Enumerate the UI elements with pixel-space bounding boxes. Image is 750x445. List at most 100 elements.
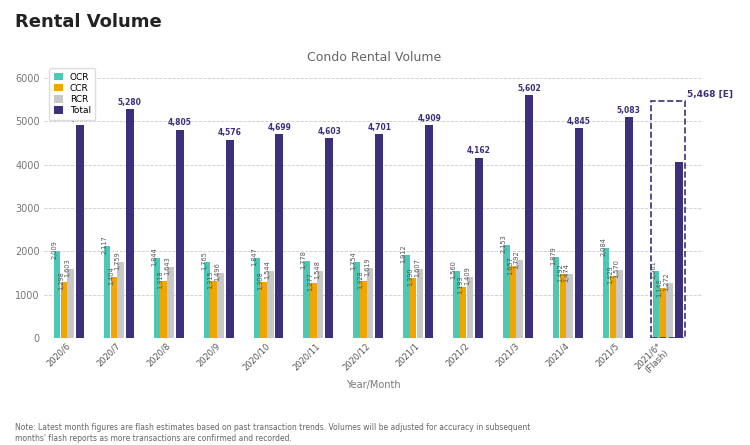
Text: 1,607: 1,607: [414, 258, 420, 277]
Bar: [204, 262, 210, 338]
Bar: [167, 267, 174, 338]
Bar: [367, 268, 374, 338]
Text: 1,759: 1,759: [115, 251, 121, 270]
Text: 1,560: 1,560: [450, 260, 456, 279]
Text: 2,153: 2,153: [500, 234, 506, 253]
Bar: [117, 262, 124, 338]
Text: 5,280: 5,280: [118, 98, 142, 107]
Text: 1,765: 1,765: [201, 251, 207, 270]
Bar: [275, 134, 284, 338]
Text: 1,429: 1,429: [607, 266, 613, 284]
Bar: [675, 162, 682, 338]
Bar: [652, 271, 659, 338]
Text: 1,778: 1,778: [301, 251, 307, 269]
Text: 1,643: 1,643: [164, 256, 170, 275]
Bar: [260, 282, 267, 338]
Text: 1,619: 1,619: [364, 257, 370, 276]
Text: 1,844: 1,844: [151, 247, 157, 267]
Text: 1,148: 1,148: [657, 278, 663, 296]
Text: 5,602: 5,602: [517, 84, 541, 93]
Bar: [104, 247, 110, 338]
Bar: [226, 140, 233, 338]
Text: 1,474: 1,474: [563, 263, 569, 283]
Text: 1,657: 1,657: [507, 255, 513, 275]
Text: 1,847: 1,847: [251, 247, 257, 266]
Bar: [375, 134, 383, 338]
Text: 1,912: 1,912: [400, 245, 406, 263]
Text: 4,162: 4,162: [467, 146, 491, 155]
Text: 1,308: 1,308: [257, 271, 263, 290]
Bar: [453, 271, 460, 338]
Text: Rental Volume: Rental Volume: [15, 13, 162, 31]
Bar: [360, 281, 367, 338]
Bar: [610, 276, 616, 338]
Bar: [126, 109, 134, 338]
Bar: [254, 258, 260, 338]
Text: 5,468 [E]: 5,468 [E]: [687, 90, 733, 99]
Text: 1,879: 1,879: [550, 246, 556, 265]
Bar: [566, 274, 573, 338]
Text: 1,492: 1,492: [557, 263, 563, 282]
Bar: [659, 288, 666, 338]
Text: 1,792: 1,792: [514, 250, 520, 269]
Bar: [603, 248, 609, 338]
Text: 1,496: 1,496: [214, 263, 220, 281]
Text: 2,084: 2,084: [600, 237, 606, 256]
Bar: [417, 268, 423, 338]
X-axis label: Year/Month: Year/Month: [346, 380, 401, 390]
Text: 4,699: 4,699: [268, 123, 292, 132]
Bar: [466, 277, 473, 338]
Bar: [267, 271, 274, 338]
Bar: [54, 251, 61, 338]
Text: 1,544: 1,544: [264, 260, 270, 279]
Bar: [510, 267, 516, 338]
Text: 2,009: 2,009: [51, 240, 57, 259]
Text: 1,298: 1,298: [58, 271, 64, 290]
Bar: [560, 274, 566, 338]
Bar: [326, 138, 333, 338]
Bar: [317, 271, 323, 338]
Text: 5,083: 5,083: [616, 106, 640, 115]
Bar: [176, 129, 184, 338]
Text: 1,754: 1,754: [350, 251, 356, 270]
Text: 1,603: 1,603: [64, 258, 70, 277]
Bar: [410, 278, 416, 338]
Text: 2,117: 2,117: [101, 236, 107, 255]
Bar: [503, 245, 509, 338]
Bar: [304, 261, 310, 338]
Title: Condo Rental Volume: Condo Rental Volume: [307, 51, 441, 64]
Bar: [217, 273, 223, 338]
Text: 1,561: 1,561: [650, 260, 656, 279]
Text: 1,193: 1,193: [457, 276, 463, 295]
Bar: [353, 262, 360, 338]
Bar: [160, 281, 167, 338]
Text: 1,570: 1,570: [614, 259, 620, 278]
Bar: [625, 117, 633, 338]
Text: 4,845: 4,845: [567, 117, 591, 125]
Bar: [475, 158, 483, 338]
Bar: [110, 277, 117, 338]
Bar: [310, 283, 316, 338]
Bar: [460, 287, 466, 338]
Bar: [61, 282, 68, 338]
Bar: [574, 128, 583, 338]
Text: 4,910: 4,910: [68, 114, 92, 123]
Text: 4,805: 4,805: [168, 118, 192, 127]
Text: 1,315: 1,315: [208, 271, 214, 289]
Text: 1,318: 1,318: [158, 271, 164, 289]
Bar: [666, 283, 673, 338]
Bar: [68, 269, 74, 338]
Text: 4,909: 4,909: [417, 114, 441, 123]
Legend: OCR, CCR, RCR, Total: OCR, CCR, RCR, Total: [49, 68, 95, 120]
Bar: [616, 270, 622, 338]
Bar: [553, 257, 560, 338]
Text: 1,277: 1,277: [308, 272, 314, 291]
Text: 1,404: 1,404: [108, 267, 114, 286]
Text: 1,390: 1,390: [407, 267, 413, 286]
Bar: [525, 95, 533, 338]
Bar: [76, 125, 84, 338]
Text: 1,548: 1,548: [314, 260, 320, 279]
Bar: [211, 281, 217, 338]
Text: 4,576: 4,576: [217, 128, 242, 138]
Text: Note: Latest month figures are flash estimates based on past transaction trends.: Note: Latest month figures are flash est…: [15, 423, 530, 443]
